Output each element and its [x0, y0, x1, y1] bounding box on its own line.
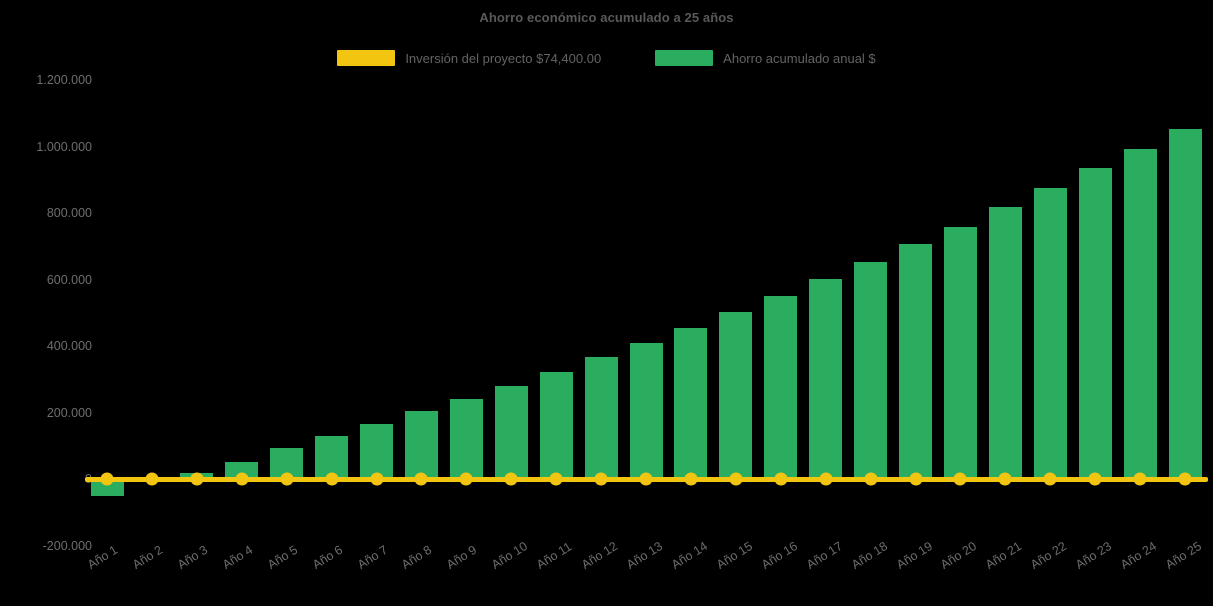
- investment-marker-14[interactable]: [684, 472, 698, 486]
- investment-marker-20[interactable]: [953, 472, 967, 486]
- x-axis-tick-label: Año 12: [579, 539, 621, 572]
- investment-marker-3[interactable]: [190, 472, 204, 486]
- bar-24[interactable]: [1123, 148, 1157, 479]
- bar-14[interactable]: [674, 327, 708, 479]
- x-axis-tick-label: Año 3: [174, 542, 210, 572]
- bar-22[interactable]: [1033, 188, 1067, 479]
- bar-9[interactable]: [449, 399, 483, 479]
- bar-4[interactable]: [225, 461, 259, 479]
- bar-21[interactable]: [988, 207, 1022, 479]
- legend-entry-inversion[interactable]: Inversión del proyecto $74,400.00: [337, 50, 601, 66]
- x-axis-tick-label: Año 2: [129, 542, 166, 572]
- investment-marker-16[interactable]: [774, 472, 788, 486]
- y-axis-tick-label: 0: [0, 472, 92, 486]
- investment-marker-25[interactable]: [1178, 472, 1192, 486]
- investment-marker-8[interactable]: [414, 472, 428, 486]
- x-axis-tick-label: Año 24: [1118, 539, 1160, 572]
- investment-marker-9[interactable]: [459, 472, 473, 486]
- investment-marker-19[interactable]: [909, 472, 923, 486]
- investment-marker-17[interactable]: [819, 472, 833, 486]
- y-axis-tick-label: 1.200.000: [36, 73, 92, 87]
- x-axis-tick-label: Año 16: [758, 539, 800, 572]
- x-axis-tick-label: Año 9: [444, 542, 480, 572]
- investment-marker-6[interactable]: [325, 472, 339, 486]
- bar-17[interactable]: [809, 278, 843, 479]
- investment-marker-12[interactable]: [594, 472, 608, 486]
- legend-label-inversion: Inversión del proyecto $74,400.00: [405, 50, 602, 66]
- investment-marker-24[interactable]: [1133, 472, 1147, 486]
- bar-6[interactable]: [315, 435, 349, 479]
- x-axis-tick-label: Año 20: [938, 539, 980, 572]
- legend-entry-ahorro[interactable]: Ahorro acumulado anual $: [655, 50, 876, 66]
- x-axis-tick-label: Año 6: [309, 542, 345, 572]
- bar-19[interactable]: [899, 244, 933, 479]
- x-axis-tick-label: Año 5: [264, 542, 300, 572]
- investment-marker-15[interactable]: [729, 472, 743, 486]
- x-axis-tick-label: Año 22: [1028, 539, 1070, 572]
- bar-1[interactable]: [90, 479, 124, 497]
- investment-marker-2[interactable]: [145, 472, 159, 486]
- investment-marker-7[interactable]: [370, 472, 384, 486]
- investment-marker-4[interactable]: [235, 472, 249, 486]
- investment-marker-18[interactable]: [864, 472, 878, 486]
- bar-20[interactable]: [943, 226, 977, 479]
- bar-18[interactable]: [854, 261, 888, 479]
- x-axis-tick-label: Año 18: [848, 539, 890, 572]
- investment-marker-13[interactable]: [639, 472, 653, 486]
- legend-swatch-inversion-icon: [337, 50, 396, 66]
- bar-25[interactable]: [1168, 129, 1202, 479]
- x-axis-tick-label: Año 21: [983, 539, 1025, 572]
- y-axis-tick-label: 200.000: [46, 405, 92, 420]
- bar-13[interactable]: [629, 342, 663, 479]
- x-axis-tick-label: Año 17: [803, 539, 845, 572]
- chart-title: Ahorro económico acumulado a 25 años: [479, 10, 734, 25]
- y-axis: 1.200.000 1.000.000 800.000 600.000 400.000 2…: [0, 0, 92, 606]
- x-axis-tick-label: Año 4: [219, 542, 255, 572]
- investment-marker-21[interactable]: [998, 472, 1012, 486]
- x-axis-tick-label: Año 25: [1163, 539, 1205, 572]
- x-axis-tick-label: Año 23: [1073, 539, 1115, 572]
- x-axis-tick-label: Año 11: [534, 539, 575, 572]
- investment-marker-10[interactable]: [504, 472, 518, 486]
- investment-marker-5[interactable]: [280, 472, 294, 486]
- bar-12[interactable]: [584, 357, 618, 479]
- x-axis-tick-label: Año 13: [624, 539, 666, 572]
- bar-11[interactable]: [539, 371, 573, 479]
- x-axis-tick-label: Año 14: [668, 539, 710, 572]
- y-axis-tick-label: 600.000: [46, 272, 92, 287]
- bar-10[interactable]: [494, 385, 528, 479]
- legend-label-ahorro: Ahorro acumulado anual $: [723, 50, 876, 66]
- y-axis-tick-label: 800.000: [46, 206, 92, 220]
- chart-legend: Inversión del proyecto $74,400.00 Ahorro…: [0, 50, 1213, 66]
- investment-marker-1[interactable]: [100, 472, 114, 486]
- y-axis-tick-label: -200.000: [42, 538, 92, 553]
- x-axis-tick-label: Año 19: [893, 539, 935, 572]
- investment-marker-23[interactable]: [1088, 472, 1102, 486]
- x-axis-tick-label: Año 10: [489, 539, 531, 572]
- y-axis-tick-label: 400.000: [46, 339, 92, 353]
- bar-16[interactable]: [764, 296, 798, 479]
- x-axis-tick-label: Año 7: [354, 542, 390, 572]
- y-axis-tick-label: 1.000.000: [36, 139, 92, 154]
- x-axis-tick-label: Año 15: [713, 539, 755, 572]
- bar-15[interactable]: [719, 312, 753, 479]
- bar-8[interactable]: [404, 410, 438, 479]
- bar-7[interactable]: [360, 423, 394, 479]
- legend-swatch-ahorro-icon: [655, 50, 714, 66]
- investment-marker-11[interactable]: [549, 472, 563, 486]
- bar-23[interactable]: [1078, 168, 1112, 479]
- investment-marker-22[interactable]: [1043, 472, 1057, 486]
- x-axis-tick-label: Año 8: [399, 542, 435, 572]
